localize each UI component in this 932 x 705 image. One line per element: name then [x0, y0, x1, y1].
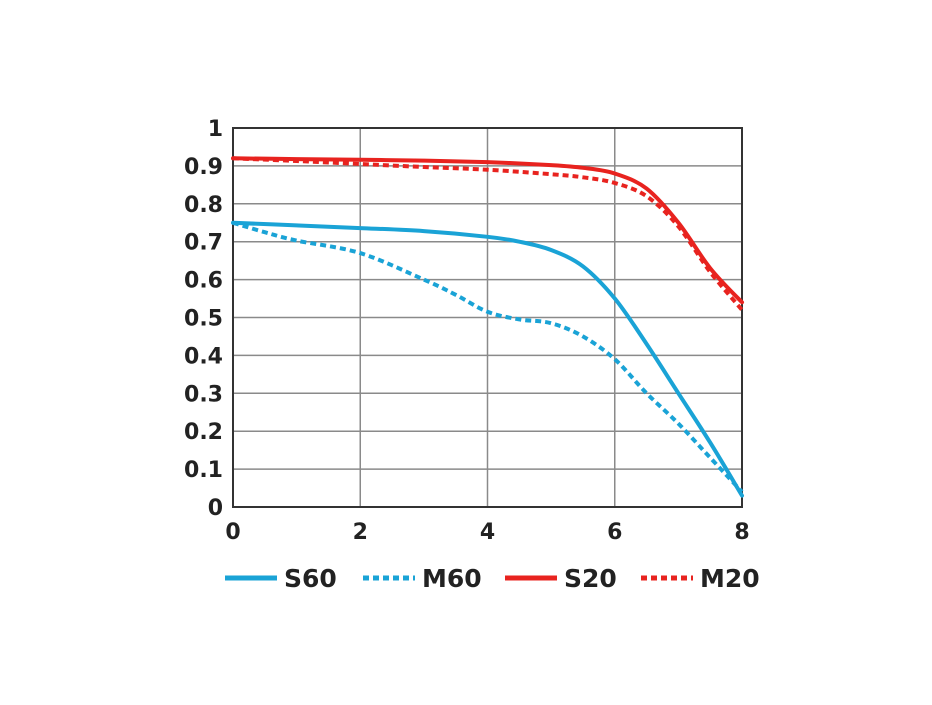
series-line-s20 — [231, 156, 744, 305]
y-tick-label-10: 1 — [208, 117, 223, 142]
y-tick-label-3: 0.3 — [184, 382, 223, 407]
series-line-m20 — [232, 156, 744, 312]
y-tick-label-6: 0.6 — [184, 269, 223, 294]
legend-label-m60: M60 — [422, 564, 482, 593]
y-tick-label-2: 0.2 — [184, 420, 223, 445]
x-tick-label-2: 4 — [480, 520, 495, 545]
x-tick-label-3: 6 — [607, 520, 622, 545]
legend-label-s60: S60 — [284, 564, 337, 593]
x-tick-label-1: 2 — [353, 520, 368, 545]
x-tick-label-0: 0 — [225, 520, 240, 545]
legend-label-s20: S20 — [564, 564, 617, 593]
y-tick-label-5: 0.5 — [184, 307, 223, 332]
y-tick-label-8: 0.8 — [184, 193, 223, 218]
x-tick-label-4: 8 — [734, 520, 749, 545]
plot-frame — [232, 127, 743, 508]
legend-label-m20: M20 — [700, 564, 760, 593]
y-tick-label-0: 0 — [208, 496, 223, 521]
series-line-m60 — [232, 220, 744, 494]
y-tick-label-1: 0.1 — [184, 458, 223, 483]
y-tick-label-9: 0.9 — [184, 155, 223, 180]
y-tick-label-7: 0.7 — [184, 231, 223, 256]
series-line-s60 — [231, 220, 744, 498]
y-tick-label-4: 0.4 — [184, 344, 223, 369]
